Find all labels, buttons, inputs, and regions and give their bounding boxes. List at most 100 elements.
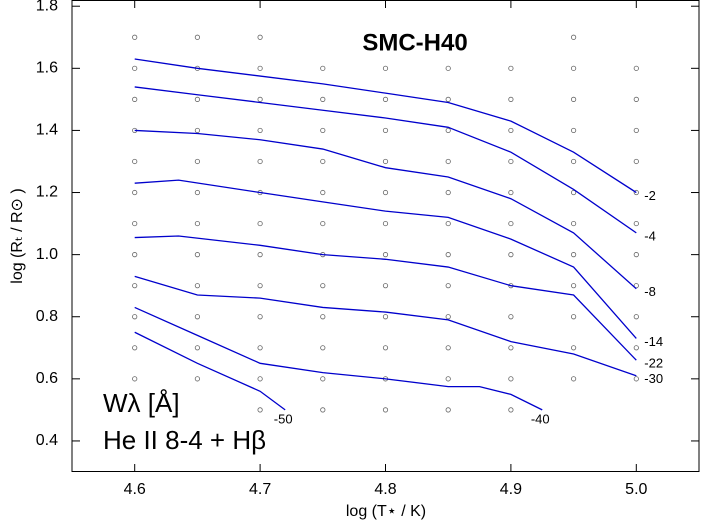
model-point	[445, 127, 451, 134]
model-point	[445, 189, 451, 196]
y-tick-label: 0.4	[36, 432, 58, 449]
y-tick-label: 1.0	[36, 246, 58, 263]
contour-line	[134, 179, 637, 339]
model-point	[570, 65, 577, 71]
model-point	[633, 376, 639, 382]
model-point	[257, 96, 263, 102]
model-point	[194, 283, 200, 289]
model-point	[320, 314, 326, 320]
contour-label: -14	[644, 334, 663, 349]
model-point	[633, 283, 639, 289]
model-point	[382, 220, 389, 227]
model-point	[320, 127, 326, 134]
contour-line	[134, 58, 637, 194]
contour-line	[134, 235, 637, 361]
model-point	[445, 158, 451, 165]
contour-label: -50	[274, 411, 293, 426]
model-point	[508, 96, 514, 102]
model-point	[320, 65, 326, 71]
model-point	[132, 96, 138, 102]
model-point	[257, 283, 263, 289]
model-point	[508, 376, 514, 382]
x-tick-label: 4.6	[124, 481, 146, 498]
model-point	[194, 127, 200, 134]
model-point	[570, 158, 577, 165]
model-point	[508, 345, 514, 351]
model-point	[633, 96, 639, 102]
contour-label: -4	[644, 228, 656, 243]
model-point	[570, 314, 577, 320]
model-point	[194, 376, 200, 382]
model-point	[257, 252, 263, 258]
model-point	[194, 252, 200, 258]
model-point	[132, 220, 138, 227]
model-point	[508, 158, 514, 165]
model-point	[320, 189, 326, 196]
model-point	[570, 376, 577, 382]
model-point	[382, 96, 389, 102]
model-point	[445, 314, 451, 320]
model-point	[633, 314, 639, 320]
model-point	[633, 345, 639, 351]
model-point	[382, 314, 389, 320]
model-point	[508, 65, 514, 71]
model-point	[445, 252, 451, 258]
model-point	[633, 189, 639, 196]
model-point	[132, 65, 138, 71]
y-tick-label: 0.6	[36, 370, 58, 387]
model-point	[508, 127, 514, 134]
model-point	[132, 252, 138, 258]
x-tick-label: 4.7	[249, 481, 271, 498]
model-point	[257, 65, 263, 71]
model-point	[508, 407, 514, 413]
model-point	[132, 314, 138, 320]
model-point	[570, 345, 577, 351]
y-tick-label: 1.8	[36, 0, 58, 14]
model-point	[382, 407, 389, 413]
x-axis-label: log (T⋆ / K)	[346, 503, 426, 520]
model-point	[257, 314, 263, 320]
model-point	[382, 252, 389, 258]
model-point	[257, 34, 263, 40]
model-point	[257, 127, 263, 134]
model-point	[633, 220, 639, 227]
model-point	[445, 376, 451, 382]
model-point	[320, 407, 326, 413]
model-point	[194, 158, 200, 165]
x-tick-label: 4.9	[500, 481, 522, 498]
model-point	[382, 127, 389, 134]
model-point	[257, 220, 263, 227]
model-point	[194, 220, 200, 227]
model-point	[194, 314, 200, 320]
y-tick-label: 1.6	[36, 60, 58, 77]
model-point	[633, 252, 639, 258]
y-tick-label: 1.4	[36, 122, 58, 139]
model-point	[320, 158, 326, 165]
model-point	[320, 96, 326, 102]
model-point	[508, 220, 514, 227]
model-point	[508, 314, 514, 320]
model-point	[382, 158, 389, 165]
model-point	[382, 189, 389, 196]
model-point	[382, 283, 389, 289]
model-point	[570, 283, 577, 289]
model-point	[445, 65, 451, 71]
y-tick-label: 0.8	[36, 308, 58, 325]
x-tick-label: 4.8	[374, 481, 396, 498]
model-point	[633, 65, 639, 71]
contour-line	[134, 275, 637, 377]
model-point	[445, 220, 451, 227]
model-point	[508, 189, 514, 196]
model-point	[633, 158, 639, 165]
model-point	[257, 345, 263, 351]
x-tick-label: 5.0	[625, 481, 647, 498]
model-point	[445, 345, 451, 351]
model-point	[257, 376, 263, 382]
model-point	[445, 407, 451, 413]
model-point	[194, 34, 200, 40]
model-point	[132, 189, 138, 196]
model-point	[570, 34, 577, 40]
y-tick-label: 1.2	[36, 184, 58, 201]
model-point	[445, 96, 451, 102]
model-point	[570, 220, 577, 227]
